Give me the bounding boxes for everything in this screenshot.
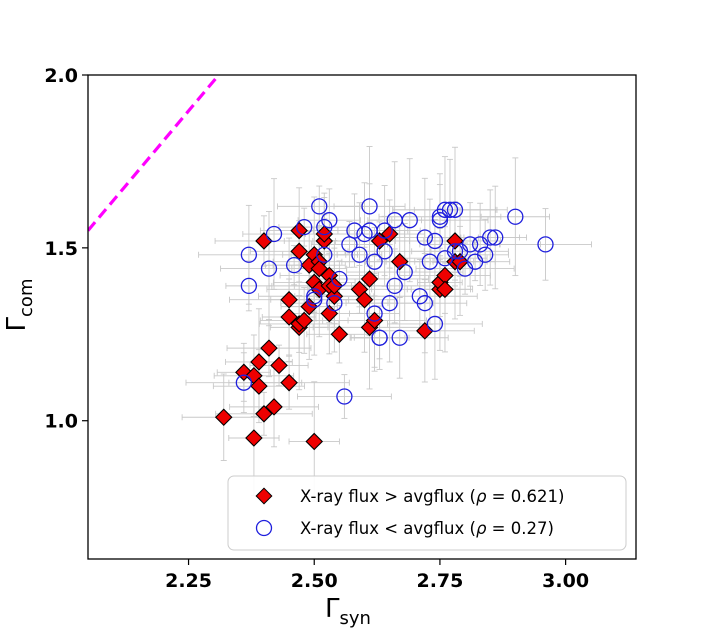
diamond-marker — [416, 322, 434, 340]
error-bars — [181, 146, 592, 502]
circle-marker — [311, 198, 328, 215]
diamond-marker — [390, 252, 409, 271]
diamond-marker — [250, 377, 268, 395]
diamond-marker — [260, 339, 278, 357]
circle-marker — [477, 246, 494, 263]
circle-marker — [366, 253, 383, 270]
circle-marker — [376, 222, 393, 239]
x-tick-label: 2.75 — [416, 570, 463, 592]
x-axis-label: Γsyn — [325, 594, 371, 628]
circle-marker — [381, 295, 398, 312]
circle-marker — [487, 229, 504, 246]
x-axis-label-base: Γ — [325, 594, 340, 624]
circle-marker — [306, 288, 323, 305]
legend-marker-diamond — [255, 487, 273, 505]
y-axis-label-base: Γ — [2, 316, 32, 331]
diamond-marker — [214, 408, 233, 427]
circle-marker — [326, 295, 343, 312]
circle-marker — [306, 291, 323, 308]
circle-marker — [461, 236, 479, 253]
circle-marker — [446, 201, 464, 218]
circle-marker — [316, 246, 333, 263]
y-axis-label: Γcom — [2, 279, 37, 332]
diamond-marker — [255, 232, 273, 250]
circle-marker — [426, 232, 444, 250]
axes-frame — [87, 74, 637, 560]
x-tick-label: 2.50 — [291, 570, 338, 592]
diamond-marker — [295, 311, 313, 330]
legend-label-below: X-ray flux < avgflux (ρ = 0.27) — [300, 519, 554, 538]
circle-marker — [296, 218, 313, 236]
diamond-marker — [280, 290, 298, 309]
circle-marker — [336, 388, 353, 405]
diamond-marker — [310, 259, 329, 278]
circle-marker — [386, 277, 403, 295]
diamond-marker — [270, 356, 288, 375]
legend-label-above: X-ray flux > avgflux (ρ = 0.621) — [300, 487, 564, 506]
y-tick-label: 1.5 — [44, 238, 78, 260]
data-markers — [214, 198, 554, 451]
x-tick-label: 2.25 — [165, 570, 212, 592]
circle-marker — [401, 212, 418, 229]
circle-marker — [441, 201, 459, 218]
circle-marker — [426, 315, 444, 333]
circle-marker — [391, 329, 408, 346]
circle-marker — [240, 246, 258, 263]
legend: X-ray flux > avgflux (ρ = 0.621) X-ray f… — [227, 475, 627, 551]
x-axis-label-sub: syn — [340, 608, 371, 628]
diamond-marker — [250, 353, 268, 371]
circle-marker — [351, 246, 368, 263]
circle-marker — [416, 295, 433, 312]
y-axis-ticks: 1.0 1.5 2.0 — [44, 65, 88, 433]
diamond-marker — [265, 398, 283, 416]
y-tick-label: 2.0 — [44, 65, 78, 87]
circle-marker — [416, 229, 433, 246]
circle-marker — [446, 243, 464, 260]
circle-marker — [235, 374, 253, 391]
plot-area — [88, 75, 592, 502]
diamond-marker — [436, 280, 454, 299]
x-tick-label: 3.00 — [542, 570, 589, 592]
circle-marker — [361, 198, 378, 215]
y-tick-label: 1.0 — [44, 411, 78, 433]
circle-marker — [260, 260, 278, 277]
diamond-marker — [280, 308, 298, 326]
circle-marker — [482, 229, 499, 246]
y-axis-label-sub: com — [16, 279, 37, 317]
circle-marker — [240, 277, 258, 295]
circle-marker — [366, 305, 383, 322]
circle-marker — [396, 263, 413, 281]
circle-marker — [356, 225, 373, 243]
diamond-marker — [290, 221, 308, 240]
diamond-marker — [355, 290, 374, 309]
diamond-marker — [280, 373, 298, 392]
legend-marker-circle — [255, 519, 273, 537]
diamond-marker — [360, 270, 379, 288]
diamond-marker — [255, 405, 273, 423]
reference-line — [88, 75, 220, 232]
circle-marker — [421, 253, 439, 270]
circle-marker — [431, 212, 449, 229]
circle-marker — [507, 208, 524, 225]
circle-marker — [436, 201, 454, 218]
circle-marker — [331, 270, 348, 288]
diamond-marker — [325, 277, 344, 295]
circle-marker — [285, 256, 303, 274]
diamond-marker — [245, 429, 263, 447]
circle-marker — [321, 212, 338, 229]
circle-marker — [376, 243, 393, 260]
circle-marker — [537, 236, 554, 253]
x-axis-ticks: 2.25 2.50 2.75 3.00 — [165, 559, 589, 592]
circle-marker — [371, 329, 388, 346]
diamond-marker — [305, 432, 324, 451]
circle-marker — [265, 225, 283, 243]
legend-box — [227, 475, 627, 551]
diamond-marker — [330, 325, 349, 344]
